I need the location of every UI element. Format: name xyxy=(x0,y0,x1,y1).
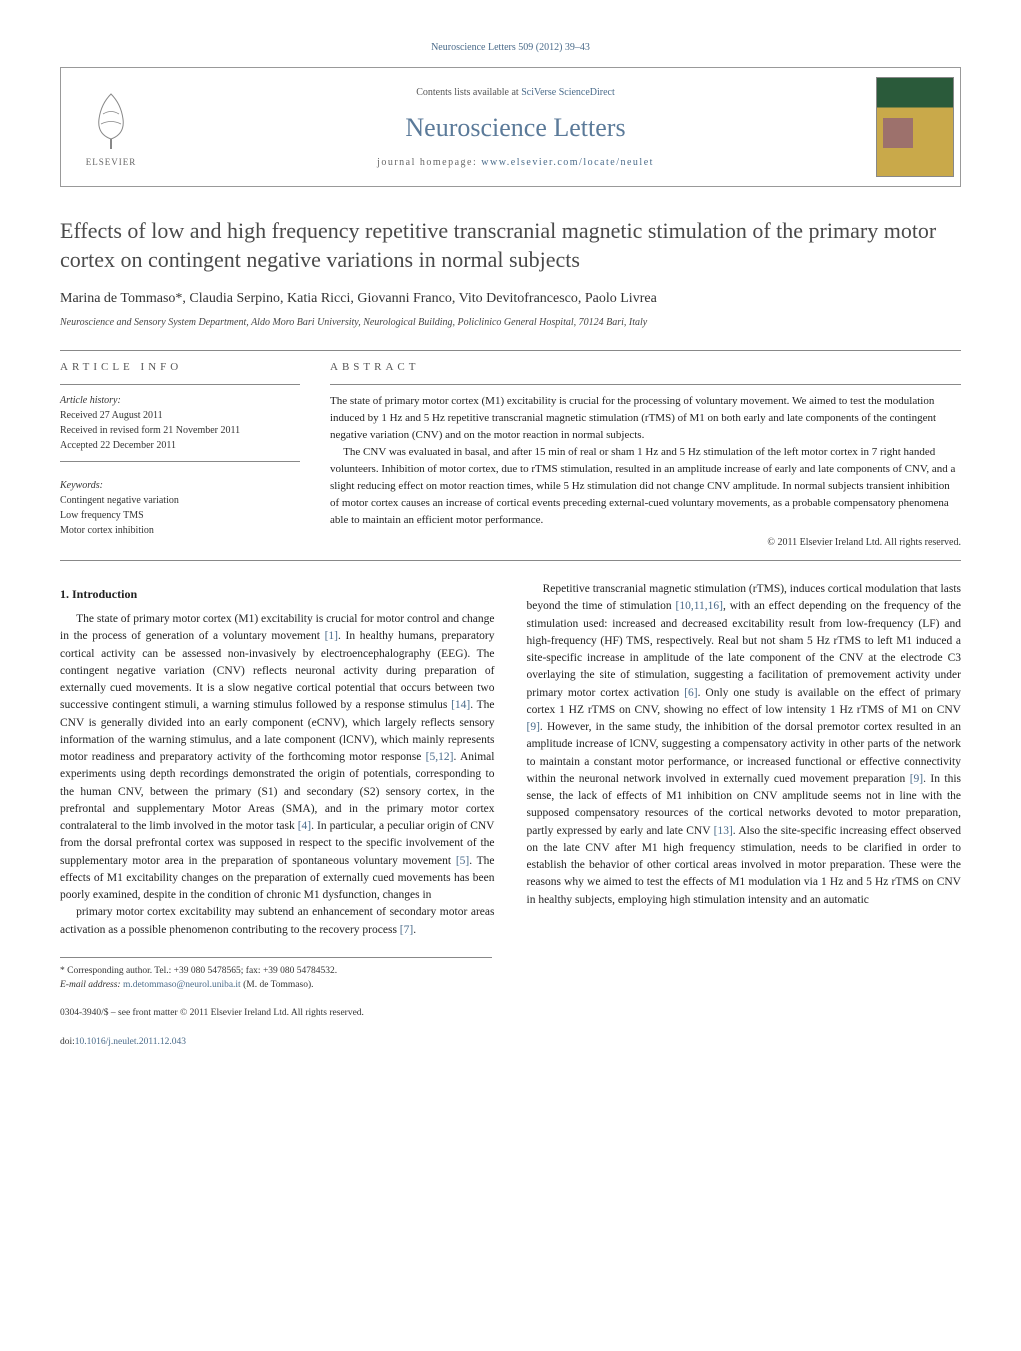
reference-link[interactable]: [9] xyxy=(910,773,923,785)
article-info-column: article info Article history: Received 2… xyxy=(60,359,300,550)
homepage-link[interactable]: www.elsevier.com/locate/neulet xyxy=(481,157,654,168)
contents-text: Contents lists available at xyxy=(416,87,521,98)
homepage-line: journal homepage: www.elsevier.com/locat… xyxy=(377,155,654,170)
reference-link[interactable]: [13] xyxy=(714,825,733,837)
abstract-copyright: © 2011 Elsevier Ireland Ltd. All rights … xyxy=(330,535,961,550)
email-suffix: (M. de Tommaso). xyxy=(241,980,314,990)
doi-link[interactable]: 10.1016/j.neulet.2011.12.043 xyxy=(75,1037,186,1047)
body-paragraph: The state of primary motor cortex (M1) e… xyxy=(60,611,495,904)
running-head: Neuroscience Letters 509 (2012) 39–43 xyxy=(60,40,961,55)
section-title: Introduction xyxy=(72,587,137,601)
authors-line: Marina de Tommaso*, Claudia Serpino, Kat… xyxy=(60,288,961,309)
reference-link[interactable]: [14] xyxy=(451,699,470,711)
info-abstract-row: article info Article history: Received 2… xyxy=(60,359,961,550)
reference-link[interactable]: [9] xyxy=(527,721,540,733)
revised-date: Received in revised form 21 November 201… xyxy=(60,423,300,438)
reference-link[interactable]: [10,11,16] xyxy=(676,600,723,612)
abstract-column: abstract The state of primary motor cort… xyxy=(330,359,961,550)
homepage-label: journal homepage: xyxy=(377,157,481,168)
section-number: 1. xyxy=(60,587,69,601)
received-date: Received 27 August 2011 xyxy=(60,408,300,423)
publisher-logo: ELSEVIER xyxy=(61,68,161,186)
divider xyxy=(60,384,300,385)
keywords-label: Keywords: xyxy=(60,478,300,493)
affiliation: Neuroscience and Sensory System Departme… xyxy=(60,315,961,330)
corr-email-link[interactable]: m.detommaso@neurol.uniba.it xyxy=(123,980,241,990)
corr-email-line: E-mail address: m.detommaso@neurol.uniba… xyxy=(60,978,492,992)
corr-author-line: * Corresponding author. Tel.: +39 080 54… xyxy=(60,964,492,978)
divider xyxy=(60,560,961,561)
cover-image xyxy=(876,77,954,177)
body-paragraph: primary motor cortex excitability may su… xyxy=(60,904,495,939)
journal-name: Neuroscience Letters xyxy=(405,108,625,147)
keyword: Contingent negative variation xyxy=(60,493,300,508)
keyword: Low frequency TMS xyxy=(60,508,300,523)
corresponding-author-footnote: * Corresponding author. Tel.: +39 080 54… xyxy=(60,957,492,993)
journal-header-box: ELSEVIER Contents lists available at Sci… xyxy=(60,67,961,187)
keywords-block: Keywords: Contingent negative variation … xyxy=(60,478,300,538)
abstract-text: The state of primary motor cortex (M1) e… xyxy=(330,393,961,529)
doi-label: doi: xyxy=(60,1037,75,1047)
issn-copyright-line: 0304-3940/$ – see front matter © 2011 El… xyxy=(60,1006,961,1020)
elsevier-tree-icon xyxy=(81,84,141,154)
reference-link[interactable]: [1] xyxy=(325,630,338,642)
article-title: Effects of low and high frequency repeti… xyxy=(60,217,961,274)
keyword: Motor cortex inhibition xyxy=(60,523,300,538)
history-label: Article history: xyxy=(60,393,300,408)
reference-link[interactable]: [6] xyxy=(684,687,697,699)
reference-link[interactable]: [4] xyxy=(298,820,311,832)
doi-line: doi:10.1016/j.neulet.2011.12.043 xyxy=(60,1035,961,1049)
article-history: Article history: Received 27 August 2011… xyxy=(60,393,300,453)
divider xyxy=(60,461,300,462)
header-center: Contents lists available at SciVerse Sci… xyxy=(161,68,870,186)
divider xyxy=(330,384,961,385)
abstract-heading: abstract xyxy=(330,359,961,376)
accepted-date: Accepted 22 December 2011 xyxy=(60,438,300,453)
body-text: 1. Introduction The state of primary mot… xyxy=(60,581,961,939)
body-paragraph: Repetitive transcranial magnetic stimula… xyxy=(527,581,962,909)
abstract-paragraph: The state of primary motor cortex (M1) e… xyxy=(330,393,961,444)
article-info-heading: article info xyxy=(60,359,300,376)
reference-link[interactable]: [7] xyxy=(400,924,413,936)
sciencedirect-link[interactable]: SciVerse ScienceDirect xyxy=(521,87,615,98)
abstract-paragraph: The CNV was evaluated in basal, and afte… xyxy=(330,444,961,529)
publisher-name: ELSEVIER xyxy=(86,156,137,170)
journal-cover-thumbnail xyxy=(870,68,960,186)
contents-available-line: Contents lists available at SciVerse Sci… xyxy=(416,85,615,100)
section-heading: 1. Introduction xyxy=(60,585,495,603)
reference-link[interactable]: [5] xyxy=(456,855,469,867)
reference-link[interactable]: [5,12] xyxy=(426,751,454,763)
divider xyxy=(60,350,961,351)
email-label: E-mail address: xyxy=(60,980,123,990)
